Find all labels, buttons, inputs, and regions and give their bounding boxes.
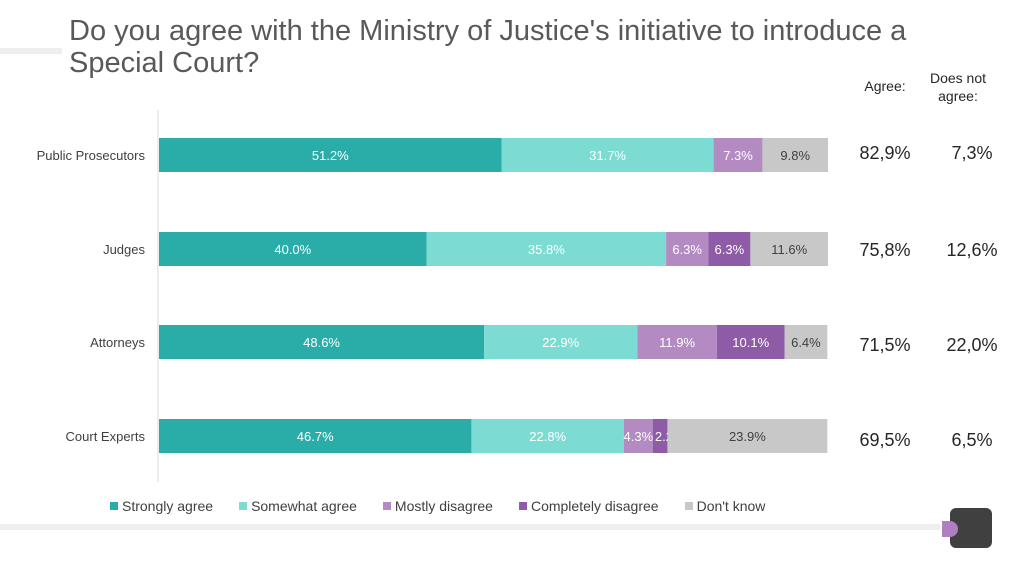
legend-swatch-mostly-disagree (382, 502, 391, 510)
data-label-mostly-disagree-public-prosecutors: 7.3% (723, 148, 753, 163)
category-label-judges: Judges (103, 242, 145, 257)
data-label-somewhat-agree-public-prosecutors: 31.7% (589, 148, 626, 163)
decorative-bottom-line (0, 524, 940, 530)
bar-don-t-know-judges (750, 232, 828, 266)
legend-item-completely-disagree: Completely disagree (518, 498, 659, 514)
data-label-don-t-know-judges: 11.6% (771, 242, 807, 257)
category-label-court-experts: Court Experts (66, 429, 146, 444)
legend-label-don-t-know: Don't know (696, 498, 766, 514)
bar-somewhat-agree-judges (426, 232, 667, 266)
legend-swatch-don-t-know (684, 502, 693, 510)
slide-title: Do you agree with the Ministry of Justic… (69, 15, 907, 79)
data-label-don-t-know-attorneys: 6.4% (791, 335, 821, 350)
bar-completely-disagree-judges (708, 232, 751, 266)
data-label-completely-disagree-attorneys: 10.1% (732, 335, 769, 350)
bar-mostly-disagree-public-prosecutors (713, 138, 763, 172)
bar-strongly-agree-court-experts (159, 419, 472, 453)
legend-swatch-completely-disagree (518, 502, 527, 510)
disagree-value-attorneys: 22,0% (946, 335, 998, 355)
legend-label-strongly-agree: Strongly agree (122, 498, 214, 514)
data-label-strongly-agree-judges: 40.0% (274, 242, 311, 257)
agree-value-attorneys: 71,5% (859, 335, 911, 355)
bar-don-t-know-court-experts (667, 419, 828, 453)
legend-label-completely-disagree: Completely disagree (530, 498, 659, 514)
bar-strongly-agree-public-prosecutors (159, 138, 502, 172)
agree-column-header: Agree: (864, 78, 906, 94)
data-label-somewhat-agree-court-experts: 22.8% (529, 429, 566, 444)
bar-strongly-agree-attorneys (159, 325, 485, 359)
data-label-somewhat-agree-attorneys: 22.9% (542, 335, 579, 350)
data-label-completely-disagree-judges: 6.3% (715, 242, 745, 257)
data-label-strongly-agree-court-experts: 46.7% (297, 429, 334, 444)
legend-item-somewhat-agree: Somewhat agree (239, 498, 357, 514)
chart-legend: Strongly agree Somewhat agree Mostly disag… (110, 498, 791, 514)
agree-value-judges: 75,8% (859, 240, 911, 260)
disagree-value-judges: 12,6% (946, 240, 998, 260)
category-label-attorneys: Attorneys (90, 335, 145, 350)
decorative-top-line (0, 48, 62, 54)
bar-mostly-disagree-court-experts (623, 419, 653, 453)
data-label-don-t-know-public-prosecutors: 9.8% (780, 148, 810, 163)
legend-label-somewhat-agree: Somewhat agree (251, 498, 357, 514)
legend-item-strongly-agree: Strongly agree (110, 498, 213, 514)
agree-value-public-prosecutors: 82,9% (859, 143, 911, 163)
data-label-strongly-agree-public-prosecutors: 51.2% (312, 148, 349, 163)
disagree-value-public-prosecutors: 7,3% (951, 143, 993, 163)
bar-completely-disagree-court-experts (652, 419, 668, 453)
legend-swatch-somewhat-agree (239, 502, 248, 510)
company-logo (942, 508, 992, 548)
data-label-mostly-disagree-judges: 6.3% (672, 242, 702, 257)
bar-strongly-agree-judges (159, 232, 427, 266)
data-label-don-t-know-court-experts: 23.9% (729, 429, 766, 444)
category-label-public-prosecutors: Public Prosecutors (37, 148, 146, 163)
legend-label-mostly-disagree: Mostly disagree (394, 498, 493, 514)
data-label-mostly-disagree-court-experts: 4.3% (624, 429, 654, 444)
data-label-mostly-disagree-attorneys: 11.9% (659, 335, 695, 350)
does-not-agree-column-header: Does not agree: (929, 70, 987, 104)
disagree-value-court-experts: 6,5% (951, 430, 993, 450)
bar-somewhat-agree-court-experts (471, 419, 624, 453)
legend-item-don-t-know: Don't know (684, 498, 766, 514)
legend-swatch-strongly-agree (110, 502, 118, 510)
data-label-strongly-agree-attorneys: 48.6% (303, 335, 340, 350)
legend-item-mostly-disagree: Mostly disagree (382, 498, 493, 514)
bar-completely-disagree-attorneys (716, 325, 785, 359)
bar-somewhat-agree-attorneys (484, 325, 638, 359)
bar-mostly-disagree-attorneys (637, 325, 717, 359)
bar-don-t-know-attorneys (784, 325, 828, 359)
bar-mostly-disagree-judges (666, 232, 709, 266)
bar-don-t-know-public-prosecutors (762, 138, 828, 172)
agree-value-court-experts: 69,5% (859, 430, 911, 450)
data-label-somewhat-agree-judges: 35.8% (528, 242, 565, 257)
bar-somewhat-agree-public-prosecutors (501, 138, 714, 172)
